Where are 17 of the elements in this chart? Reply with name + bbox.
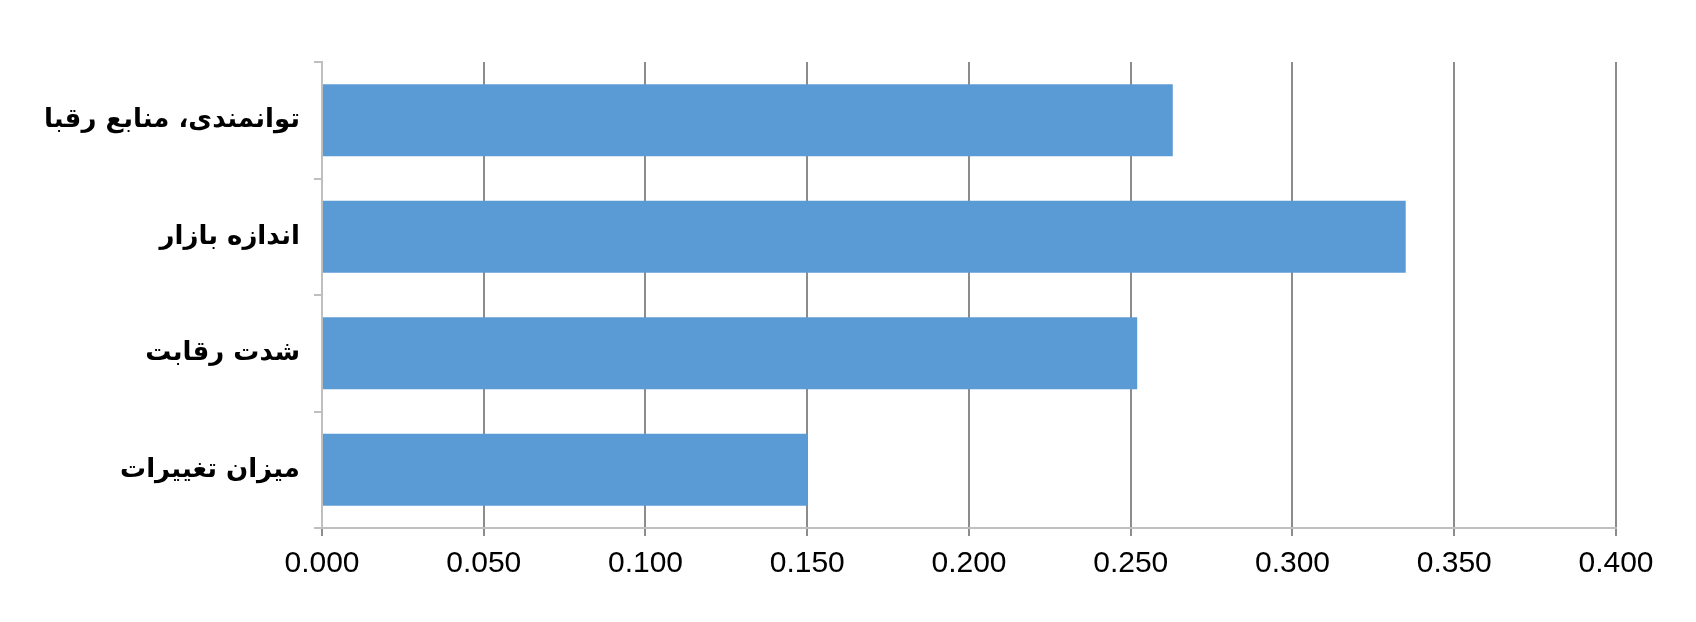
bar	[322, 84, 1173, 157]
y-tick-label: توانمندی، منابع رقبا	[43, 103, 300, 134]
x-tick-label: 0.150	[769, 545, 845, 579]
x-tick-label: 0.000	[284, 545, 360, 579]
bar	[322, 200, 1406, 273]
y-tick-label: اندازه بازار	[157, 219, 300, 250]
y-tick-label: شدت رقابت	[145, 336, 300, 366]
x-tick-label: 0.050	[446, 545, 522, 579]
x-tick-label: 0.250	[1093, 545, 1169, 579]
x-tick-label: 0.200	[931, 545, 1007, 579]
bar	[322, 317, 1138, 390]
y-tick-label: میزان تغییرات	[120, 452, 300, 484]
x-tick-label: 0.100	[607, 545, 684, 579]
x-tick-label: 0.300	[1254, 545, 1331, 579]
x-tick-label: 0.400	[1578, 545, 1654, 579]
bar	[322, 433, 808, 506]
x-tick-label: 0.350	[1416, 545, 1492, 579]
